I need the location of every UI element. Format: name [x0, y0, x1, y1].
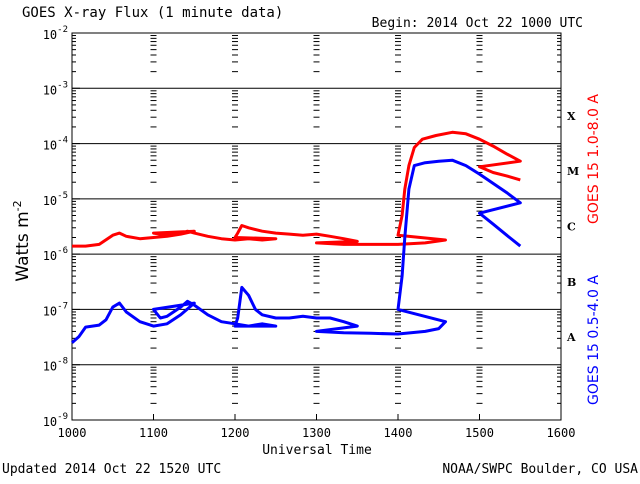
x-tick-label: 1600: [547, 426, 576, 440]
y-tick-label: 10-4: [43, 136, 68, 153]
y-tick-exponent: -7: [57, 301, 68, 311]
series-lines: [71, 130, 522, 344]
flare-class-label: B: [567, 276, 576, 289]
y-tick-exponent: -3: [57, 80, 68, 90]
chart-title: GOES X-ray Flux (1 minute data): [22, 5, 283, 21]
flare-class-label: C: [567, 221, 576, 234]
svg-text:Watts m-2: Watts m-2: [11, 200, 33, 281]
x-tick-label: 1500: [465, 426, 494, 440]
updated-time-label: Updated 2014 Oct 22 1520 UTC: [2, 462, 221, 477]
y-tick-base: 10: [43, 249, 57, 263]
y-tick-exponent: -6: [57, 246, 68, 256]
y-tick-base: 10: [43, 139, 57, 153]
y-tick-label: 10-2: [43, 25, 68, 42]
x-tick-label: 1100: [139, 426, 168, 440]
flare-class-labels: A B C M X: [566, 110, 579, 344]
y-tick-base: 10: [43, 28, 57, 42]
x-tick-labels: 1000 1100 1200 1300 1400 1500 1600: [58, 426, 576, 440]
series-label-short: GOES 15 0.5-4.0 A: [586, 275, 602, 405]
series-label-long: GOES 15 1.0-8.0 A: [586, 94, 602, 224]
y-tick-exponent: -5: [57, 191, 68, 201]
y-tick-label: 10-3: [43, 80, 68, 97]
x-tick-label: 1000: [58, 426, 87, 440]
series-label-long-text: GOES 15 1.0-8.0 A: [586, 94, 602, 224]
y-tick-base: 10: [43, 304, 57, 318]
y-tick-label: 10-5: [43, 191, 68, 208]
y-tick-label: 10-9: [43, 412, 68, 429]
credit-label: NOAA/SWPC Boulder, CO USA: [442, 462, 638, 477]
x-tick-label: 1300: [302, 426, 331, 440]
y-tick-label: 10-8: [43, 357, 68, 374]
x-axis-label: Universal Time: [262, 443, 372, 458]
series-line-0: [72, 130, 522, 248]
y-axis-label-exponent: -2: [11, 200, 24, 211]
flare-class-label: M: [567, 165, 579, 178]
x-tick-label: 1200: [221, 426, 250, 440]
y-tick-labels: 10-910-810-710-610-510-410-310-2: [43, 25, 68, 429]
y-tick-exponent: -2: [57, 25, 68, 35]
y-tick-exponent: -9: [57, 412, 68, 422]
flare-class-label: X: [567, 110, 576, 123]
axes: [71, 32, 562, 421]
x-tick-label: 1400: [384, 426, 413, 440]
y-tick-base: 10: [43, 194, 57, 208]
y-axis-label: Watts m-2: [11, 200, 33, 281]
y-tick-label: 10-6: [43, 246, 68, 263]
y-tick-exponent: -8: [57, 357, 68, 367]
y-tick-base: 10: [43, 83, 57, 97]
y-tick-exponent: -4: [57, 136, 68, 146]
y-tick-base: 10: [43, 415, 57, 429]
series-line-1: [71, 158, 522, 344]
y-axis-label-base: Watts m: [13, 211, 33, 281]
begin-time-label: Begin: 2014 Oct 22 1000 UTC: [372, 16, 583, 31]
series-label-short-text: GOES 15 0.5-4.0 A: [586, 275, 602, 405]
y-tick-label: 10-7: [43, 301, 68, 318]
flare-class-label: A: [566, 331, 576, 344]
y-tick-base: 10: [43, 360, 57, 374]
